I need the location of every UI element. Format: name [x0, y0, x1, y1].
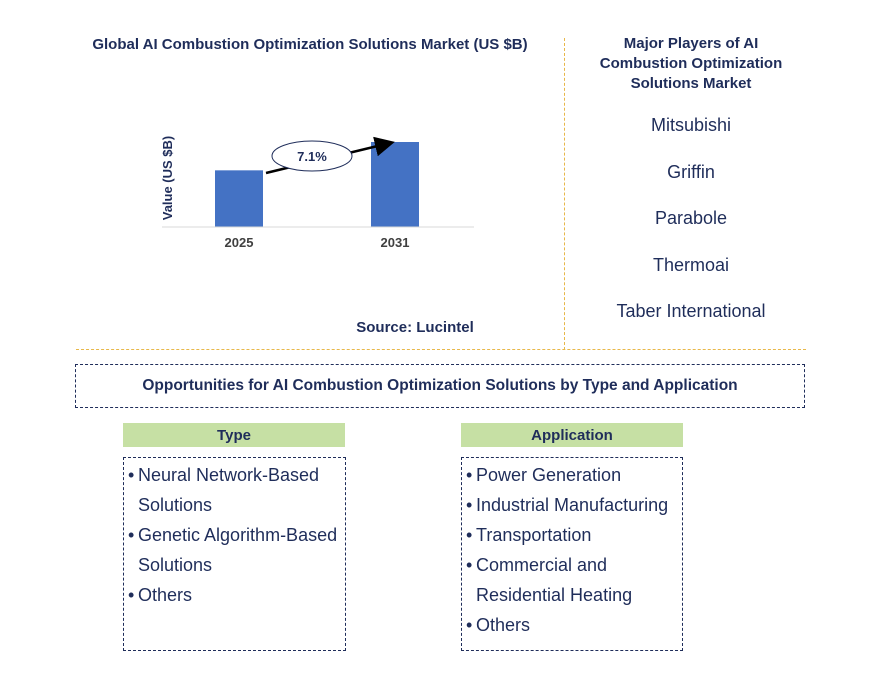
chart-title: Global AI Combustion Optimization Soluti…: [92, 36, 528, 53]
type-item: • Others: [128, 580, 345, 610]
source-label: Source: Lucintel: [356, 319, 474, 336]
players-title: Major Players of AI Combustion Optimizat…: [599, 35, 783, 92]
type-header: Type: [123, 423, 345, 447]
application-item: • Others: [466, 610, 682, 640]
opportunities-title: Opportunities for AI Combustion Optimiza…: [75, 364, 805, 408]
type-item-line: Neural Network-Based: [138, 465, 320, 485]
type-item-line: Solutions: [138, 555, 213, 575]
type-list: • Neural Network-Based Solutions • Genet…: [123, 457, 346, 651]
y-axis-label: Value (US $B): [160, 136, 175, 221]
cagr-ellipse: [271, 140, 353, 172]
application-item: • Transportation: [466, 520, 682, 550]
bullet-icon: •: [466, 615, 473, 635]
bullet-icon: •: [466, 495, 473, 515]
players-list: Mitsubishi Griffin Parabole Thermoai Tab…: [578, 110, 804, 343]
market-bar-chart: Value (US $B) 2025 2031 7.1%: [160, 136, 474, 250]
bullet-icon: •: [466, 465, 473, 485]
player-item: Parabole: [654, 208, 728, 228]
cagr-label: 7.1%: [297, 149, 327, 164]
type-item: • Genetic Algorithm-Based Solutions: [128, 520, 345, 580]
horizontal-divider: [76, 349, 806, 350]
player-item: Mitsubishi: [650, 115, 732, 135]
application-item: • Commercial and Residential Heating: [466, 550, 682, 610]
vertical-divider: [564, 38, 565, 350]
application-item-line: Residential Heating: [476, 585, 633, 605]
player-item: Taber International: [616, 301, 766, 321]
application-item-line: Industrial Manufacturing: [476, 495, 669, 515]
bullet-icon: •: [128, 465, 135, 485]
application-header: Application: [461, 423, 683, 447]
player-item: Griffin: [667, 161, 715, 182]
type-item: • Neural Network-Based Solutions: [128, 460, 345, 520]
x-tick-label: 2031: [381, 235, 410, 250]
application-item: • Industrial Manufacturing: [466, 490, 682, 520]
application-item-line: Transportation: [476, 525, 592, 545]
bullet-icon: •: [128, 525, 135, 545]
x-tick-label: 2025: [225, 235, 254, 250]
bar-2031: [371, 142, 419, 227]
application-item: • Power Generation: [466, 460, 682, 490]
type-item-line: Others: [138, 585, 193, 605]
bar-2025: [215, 170, 263, 227]
type-item-line: Solutions: [138, 495, 213, 515]
application-item-line: Power Generation: [476, 465, 622, 485]
bullet-icon: •: [128, 585, 135, 605]
type-item-line: Genetic Algorithm-Based: [138, 525, 338, 545]
application-list: • Power Generation • Industrial Manufact…: [461, 457, 683, 651]
application-item-line: Others: [476, 615, 531, 635]
bullet-icon: •: [466, 555, 473, 575]
application-item-line: Commercial and: [476, 555, 608, 575]
bullet-icon: •: [466, 525, 473, 545]
player-item: Thermoai: [652, 254, 730, 275]
